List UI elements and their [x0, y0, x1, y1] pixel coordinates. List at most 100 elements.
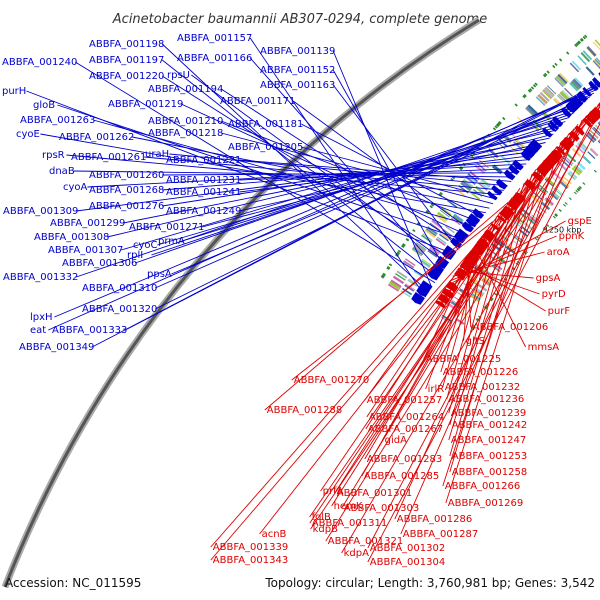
forward-gene-label[interactable]: ABBFA_001249: [166, 206, 241, 217]
forward-gene-label[interactable]: ABBFA_001152: [260, 65, 335, 76]
forward-gene-label[interactable]: ABBFA_001157: [177, 33, 252, 44]
reverse-gene-label[interactable]: gltS: [466, 336, 485, 347]
forward-gene-label[interactable]: ABBFA_001276: [89, 201, 164, 212]
forward-gene-label[interactable]: cyoA: [63, 182, 88, 193]
forward-gene-label[interactable]: ABBFA_001231: [166, 175, 241, 186]
reverse-gene-label[interactable]: mmsA: [528, 342, 560, 353]
reverse-gene-label[interactable]: ABBFA_001267: [368, 424, 443, 435]
forward-gene-label[interactable]: ABBFA_001221: [166, 155, 241, 166]
forward-gene-label[interactable]: ABBFA_001240: [2, 57, 77, 68]
reverse-gene-label[interactable]: ABBFA_001283: [367, 454, 442, 465]
reverse-gene-label[interactable]: folB: [312, 512, 331, 523]
forward-gene-label[interactable]: eat: [30, 325, 46, 336]
forward-gene-label[interactable]: lpxH: [30, 312, 53, 323]
reverse-gene-label[interactable]: ABBFA_001269: [448, 498, 523, 509]
forward-gene-label[interactable]: cyoE: [16, 129, 40, 140]
forward-gene-arrow: [427, 272, 438, 281]
forward-gene-label[interactable]: ABBFA_001181: [228, 119, 303, 130]
cog-track-outer-2: [402, 287, 413, 296]
reverse-gene-label[interactable]: ABBFA_001226: [443, 367, 518, 378]
forward-gene-label[interactable]: ABBFA_001205: [228, 142, 303, 153]
reverse-gene-label[interactable]: ABBFA_001302: [370, 543, 445, 554]
reverse-gene-label[interactable]: ABBFA_001264: [369, 412, 444, 423]
forward-gene-label[interactable]: ABBFA_001139: [260, 46, 335, 57]
forward-gene-label[interactable]: dnaB: [49, 166, 75, 177]
reverse-gene-label[interactable]: ABBFA_001266: [445, 481, 520, 492]
reverse-gene-label[interactable]: ABBFA_001301: [337, 488, 412, 499]
forward-gene-label[interactable]: ABBFA_001241: [166, 187, 241, 198]
reverse-gene-label[interactable]: ABBFA_001258: [452, 467, 527, 478]
forward-gene-label[interactable]: ABBFA_001260: [89, 170, 164, 181]
reverse-gene-label[interactable]: gspE: [568, 216, 592, 227]
forward-gene-label[interactable]: ABBFA_001220: [89, 71, 164, 82]
reverse-gene-label[interactable]: ppnK: [559, 231, 585, 242]
forward-gene-label[interactable]: ABBFA_001309: [3, 206, 78, 217]
forward-gene-label[interactable]: ABBFA_001306: [62, 258, 137, 269]
forward-gene-label[interactable]: rpsR: [42, 150, 65, 161]
reverse-gene-label[interactable]: ABBFA_001321: [328, 536, 403, 547]
forward-gene-label[interactable]: ABBFA_001218: [148, 128, 223, 139]
reverse-gene-label[interactable]: ABBFA_001253: [452, 451, 527, 462]
reverse-gene-label[interactable]: acnB: [262, 529, 287, 540]
forward-gene-label[interactable]: purH: [2, 86, 26, 97]
reverse-gene-label[interactable]: ABBFA_001285: [364, 471, 439, 482]
forward-gene-label[interactable]: ABBFA_001349: [19, 342, 94, 353]
reverse-gene-label[interactable]: ABBFA_001286: [397, 514, 472, 525]
reverse-gene-label[interactable]: purF: [548, 306, 571, 317]
reverse-gene-label[interactable]: ABBFA_001304: [370, 557, 445, 568]
reverse-gene-label[interactable]: gidA: [385, 435, 407, 446]
reverse-gene-label[interactable]: ABBFA_001303: [344, 503, 419, 514]
forward-gene-label[interactable]: ABBFA_001299: [50, 218, 125, 229]
forward-gene-label[interactable]: ABBFA_001263: [20, 115, 95, 126]
gc-skew-mark: [554, 62, 558, 67]
reverse-gene-label[interactable]: ABBFA_001287: [403, 529, 478, 540]
forward-gene-label[interactable]: ABBFA_001171: [220, 96, 295, 107]
forward-gene-label[interactable]: ABBFA_001333: [52, 325, 127, 336]
forward-gene-label[interactable]: gloB: [33, 100, 55, 111]
reverse-gene-label[interactable]: prfA: [323, 486, 344, 497]
reverse-gene-label[interactable]: hemK: [334, 501, 363, 512]
forward-gene-label[interactable]: rpsU: [167, 70, 190, 81]
reverse-gene-label[interactable]: ABBFA_001247: [451, 435, 526, 446]
reverse-gene-label[interactable]: ABBFA_001232: [445, 382, 520, 393]
reverse-gene-label[interactable]: ABBFA_001343: [213, 555, 288, 566]
reverse-gene-label[interactable]: ABBFA_001339: [213, 542, 288, 553]
forward-gene-label[interactable]: ABBFA_001166: [177, 53, 252, 64]
forward-gene-label[interactable]: ABBFA_001271: [129, 222, 204, 233]
forward-gene-label[interactable]: ABBFA_001308: [34, 232, 109, 243]
reverse-gene-label[interactable]: ABBFA_001225: [426, 354, 501, 365]
reverse-gene-label[interactable]: irlR: [428, 384, 445, 395]
reverse-gene-label[interactable]: ABBFA_001236: [449, 394, 524, 405]
forward-gene-label[interactable]: prmA: [158, 236, 185, 247]
reverse-gene-label[interactable]: ABBFA_001270: [294, 375, 369, 386]
forward-gene-label[interactable]: ppsA: [147, 269, 172, 280]
forward-gene-label[interactable]: cyoC: [133, 240, 158, 251]
forward-gene-label[interactable]: ABBFA_001197: [89, 55, 164, 66]
reverse-gene-label[interactable]: kdpA: [344, 548, 369, 559]
forward-gene-label[interactable]: ABBFA_001332: [3, 272, 78, 283]
reverse-gene-label[interactable]: aroA: [547, 247, 570, 258]
cog-track-inner: [494, 239, 505, 248]
forward-gene-label[interactable]: ABBFA_001262: [59, 132, 134, 143]
forward-gene-label[interactable]: uraH: [145, 149, 169, 160]
reverse-gene-label[interactable]: ABBFA_001206: [473, 322, 548, 333]
forward-gene-label[interactable]: ABBFA_001261: [71, 152, 146, 163]
forward-gene-label[interactable]: ABBFA_001163: [260, 80, 335, 91]
reverse-gene-label[interactable]: kdpB: [313, 524, 338, 535]
reverse-gene-label[interactable]: ABBFA_001239: [451, 408, 526, 419]
forward-gene-label[interactable]: rplI: [127, 250, 143, 261]
forward-gene-label[interactable]: ABBFA_001268: [89, 185, 164, 196]
forward-gene-label[interactable]: ABBFA_001320: [82, 304, 157, 315]
forward-gene-label[interactable]: ABBFA_001307: [48, 245, 123, 256]
reverse-gene-label[interactable]: ABBFA_001257: [367, 395, 442, 406]
forward-gene-label[interactable]: ABBFA_001219: [108, 99, 183, 110]
forward-gene-label[interactable]: ABBFA_001310: [82, 283, 157, 294]
forward-gene-label[interactable]: ABBFA_001210: [148, 116, 223, 127]
reverse-gene-label[interactable]: ABBFA_001288: [267, 405, 342, 416]
reverse-gene-label[interactable]: gpsA: [536, 273, 561, 284]
forward-gene-label[interactable]: ABBFA_001194: [148, 84, 223, 95]
reverse-gene-label[interactable]: ABBFA_001311: [312, 518, 387, 529]
forward-gene-label[interactable]: ABBFA_001198: [89, 39, 164, 50]
reverse-gene-label[interactable]: ABBFA_001242: [452, 420, 527, 431]
reverse-gene-label[interactable]: pyrD: [542, 289, 566, 300]
